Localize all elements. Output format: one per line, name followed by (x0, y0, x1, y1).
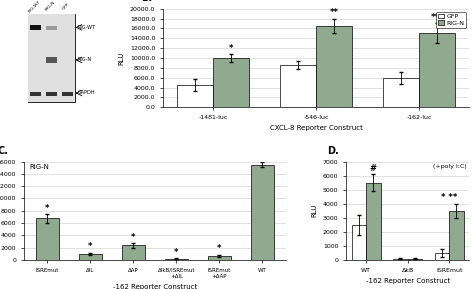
Text: GAPDH: GAPDH (78, 90, 95, 95)
Bar (316, 26, 352, 107)
X-axis label: CXCL-8 Reporter Construct: CXCL-8 Reporter Construct (270, 125, 363, 131)
Text: *: * (217, 244, 222, 253)
Text: D.: D. (328, 146, 339, 155)
Bar (177, 85, 213, 107)
Bar (27, 14, 75, 102)
Bar (393, 259, 408, 260)
Text: RIG-N: RIG-N (29, 164, 49, 171)
Bar (30, 92, 41, 97)
Text: *: * (131, 233, 136, 242)
Bar (251, 164, 274, 260)
Text: B.: B. (142, 0, 153, 3)
Y-axis label: RLU: RLU (118, 51, 124, 65)
Bar (122, 245, 146, 260)
Legend: GFP, RIG-N: GFP, RIG-N (436, 12, 466, 28)
Bar (213, 58, 249, 107)
Bar (419, 33, 456, 107)
Bar (208, 256, 231, 260)
Text: *: * (229, 44, 233, 53)
Text: RIG-WT: RIG-WT (78, 25, 96, 30)
Text: RIG-N: RIG-N (44, 1, 56, 12)
Text: A.: A. (20, 0, 31, 1)
Bar (280, 65, 316, 107)
Text: (+poly I:C): (+poly I:C) (433, 164, 467, 169)
Text: C.: C. (0, 146, 9, 155)
Text: ***: *** (430, 13, 444, 22)
Bar (449, 211, 464, 260)
Bar (366, 183, 381, 260)
Bar (46, 92, 57, 97)
Bar (62, 92, 73, 97)
Bar (46, 26, 57, 30)
Bar (79, 254, 102, 260)
Y-axis label: RLU: RLU (311, 204, 317, 218)
X-axis label: -162 Reporter Construct: -162 Reporter Construct (365, 278, 450, 284)
Text: *: * (88, 242, 93, 251)
Text: **: ** (330, 8, 338, 17)
Bar (164, 259, 188, 260)
Bar (28, 14, 75, 102)
Text: *: * (45, 204, 50, 213)
Bar (408, 259, 422, 260)
Text: *: * (174, 248, 179, 257)
Bar (30, 25, 41, 30)
Bar (352, 225, 366, 260)
Bar (36, 218, 59, 260)
Bar (46, 58, 57, 63)
Text: RIG-N: RIG-N (78, 58, 92, 62)
Text: #: # (370, 164, 377, 173)
Text: GFP: GFP (62, 2, 71, 11)
Text: RIG-WT: RIG-WT (27, 0, 41, 13)
X-axis label: -162 Reporter Construct: -162 Reporter Construct (113, 284, 197, 289)
Bar (435, 253, 449, 260)
Bar (383, 78, 419, 107)
Text: * **: * ** (441, 193, 457, 202)
